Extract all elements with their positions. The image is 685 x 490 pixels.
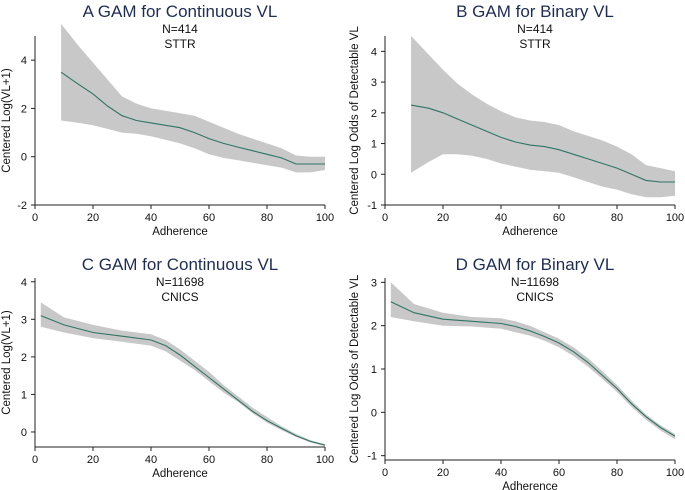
x-tick-label: 40	[495, 467, 507, 479]
y-tick-label: -1	[367, 451, 377, 463]
confidence-band	[40, 302, 326, 447]
chart-panel-b: 0 20 40 60 80 100 -1 0 1 2 3 4 B GAM for Binary VLN=…	[349, 2, 684, 238]
confidence-band	[390, 282, 675, 440]
gam-fit-line	[411, 104, 675, 183]
gam-fit-line	[60, 71, 325, 165]
y-tick-label: 0	[21, 152, 27, 164]
sample-size-label: N=11698	[511, 275, 559, 289]
x-tick-label: 60	[553, 212, 565, 224]
panel-title: C GAM for Continuous VL	[82, 255, 279, 274]
x-tick-label: 100	[316, 454, 334, 466]
y-tick-label: 1	[21, 389, 27, 401]
panel-title: D GAM for Binary VL	[456, 255, 615, 274]
x-tick-label: 0	[32, 212, 38, 224]
x-tick-label: 60	[203, 454, 215, 466]
x-tick-label: 100	[666, 212, 684, 224]
x-axis-title: Adherence	[152, 468, 208, 480]
x-tick-label: 0	[32, 454, 38, 466]
confidence-band	[411, 36, 675, 198]
x-tick-label: 80	[611, 212, 623, 224]
cohort-label: CNICS	[161, 290, 198, 304]
y-tick-label: 4	[21, 277, 27, 289]
x-tick-label: 100	[316, 212, 334, 224]
x-tick-label: 0	[382, 212, 388, 224]
gam-fit-line	[390, 301, 676, 437]
sample-size-label: N=11698	[156, 275, 204, 289]
cohort-label: STTR	[519, 37, 551, 51]
y-tick-label: 2	[21, 103, 27, 115]
sample-size-label: N=414	[517, 22, 553, 36]
x-tick-label: 60	[553, 467, 565, 479]
y-tick-label: 2	[21, 352, 27, 364]
y-tick-label: 2	[371, 321, 377, 333]
y-tick-label: 0	[371, 169, 377, 181]
y-axis-title: Centered Log(VL+1)	[1, 68, 13, 173]
x-tick-label: 20	[437, 212, 449, 224]
sample-size-label: N=414	[162, 22, 198, 36]
chart-panel-c: 0 20 40 60 80 100 0 1 2 3 4 C GAM for Continuous VL…	[1, 255, 334, 480]
x-tick-label: 40	[145, 454, 157, 466]
confidence-band	[61, 23, 325, 173]
gam-fit-line	[40, 315, 326, 446]
x-tick-label: 0	[382, 467, 388, 479]
y-tick-label: 4	[371, 46, 377, 58]
x-tick-label: 40	[495, 212, 507, 224]
y-axis-title: Centered Log(VL+1)	[1, 310, 13, 415]
cohort-label: STTR	[164, 37, 196, 51]
x-tick-label: 20	[437, 467, 449, 479]
x-tick-label: 80	[261, 454, 273, 466]
y-tick-label: 4	[21, 55, 27, 67]
y-tick-label: 0	[21, 427, 27, 439]
x-tick-label: 80	[261, 212, 273, 224]
y-axis-title: Centered Log Odds of Detectable VL	[349, 26, 361, 215]
y-tick-label: 0	[371, 407, 377, 419]
x-axis-title: Adherence	[502, 481, 558, 490]
y-axis-title: Centered Log Odds of Detectable VL	[349, 274, 361, 463]
y-tick-label: 3	[21, 314, 27, 326]
y-tick-label: -2	[17, 200, 27, 212]
x-tick-label: 100	[666, 467, 684, 479]
x-axis-title: Adherence	[502, 226, 558, 238]
y-tick-label: 1	[371, 139, 377, 151]
x-tick-label: 40	[145, 212, 157, 224]
x-tick-label: 20	[87, 454, 99, 466]
y-tick-label: 2	[371, 108, 377, 120]
y-tick-label: 3	[371, 77, 377, 89]
x-axis-title: Adherence	[152, 226, 208, 238]
y-tick-label: 3	[371, 277, 377, 289]
x-tick-label: 20	[87, 212, 99, 224]
y-tick-label: -1	[367, 200, 377, 212]
x-tick-label: 80	[611, 467, 623, 479]
panel-title: A GAM for Continuous VL	[83, 2, 278, 21]
chart-panel-d: 0 20 40 60 80 100 -1 0 1 2 3 D GAM for Binary VLN=1…	[349, 255, 684, 490]
y-tick-label: 1	[371, 364, 377, 376]
x-tick-label: 60	[203, 212, 215, 224]
chart-panel-a: 0 20 40 60 80 100 -2 0 2 4 A GAM for Continuous VL…	[1, 2, 334, 238]
panel-title: B GAM for Binary VL	[456, 2, 614, 21]
cohort-label: CNICS	[516, 290, 553, 304]
